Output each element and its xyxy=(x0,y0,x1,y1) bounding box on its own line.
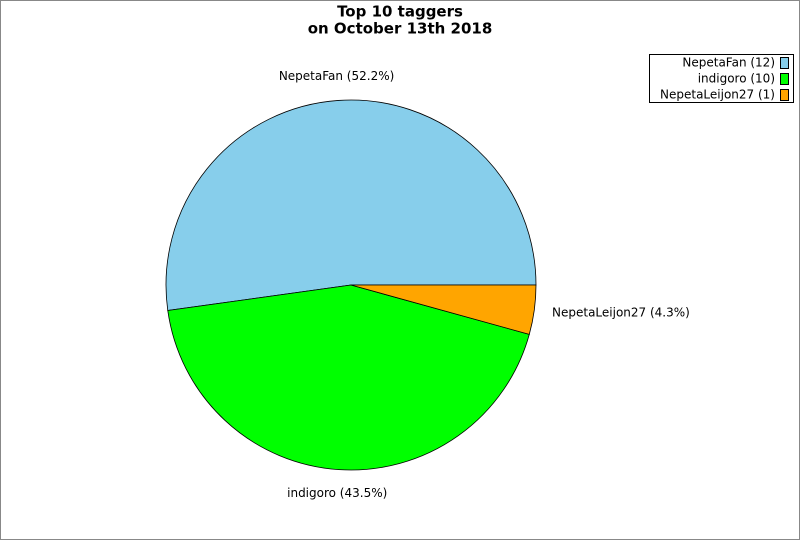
slice-label: NepetaFan (52.2%) xyxy=(279,69,394,83)
slice-label: indigoro (43.5%) xyxy=(287,486,387,500)
legend-swatch xyxy=(780,57,789,69)
legend-swatch xyxy=(780,73,789,85)
legend-swatch xyxy=(780,89,789,101)
pie-slice xyxy=(350,284,537,335)
legend-label: indigoro (10) xyxy=(698,72,775,86)
slice-label: NepetaLeijon27 (4.3%) xyxy=(552,306,690,320)
chart-title: on October 13th 2018 xyxy=(308,20,493,38)
legend-box xyxy=(649,54,794,103)
legend-label: NepetaLeijon27 (1) xyxy=(660,88,775,102)
chart-title: Top 10 taggers xyxy=(337,3,463,21)
pie-slice xyxy=(167,284,530,471)
legend-label: NepetaFan (12) xyxy=(682,56,775,70)
pie-slice xyxy=(165,99,537,311)
